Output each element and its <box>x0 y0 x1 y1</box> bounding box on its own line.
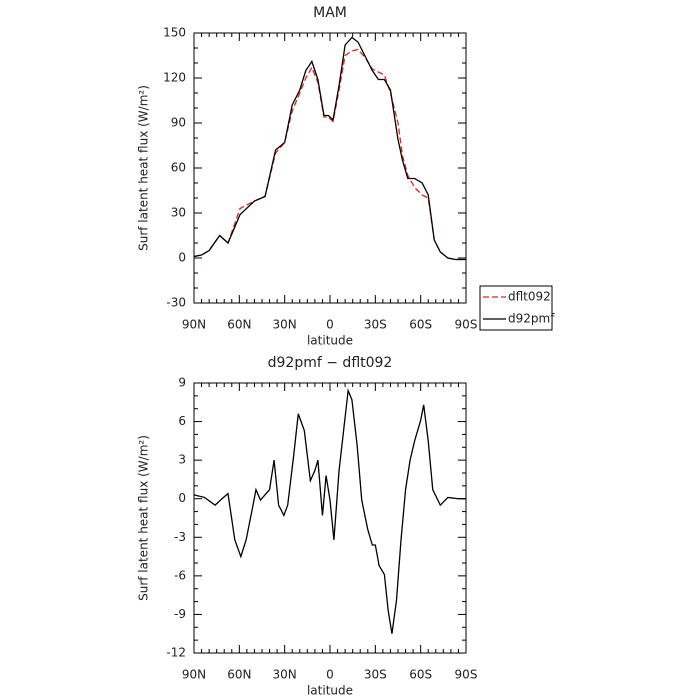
y-tick-label: 6 <box>178 414 186 428</box>
x-axis-label: latitude <box>307 684 353 698</box>
x-tick-label: 90S <box>455 668 478 682</box>
x-tick-label: 30N <box>273 668 297 682</box>
plot-frame <box>193 32 467 304</box>
x-tick-label: 0 <box>326 668 334 682</box>
y-tick-label: 150 <box>163 26 186 40</box>
x-tick-label: 60S <box>409 668 432 682</box>
plot-frame <box>193 382 467 654</box>
chart-title: d92pmf − dflt092 <box>268 355 393 371</box>
x-tick-label: 0 <box>326 318 334 332</box>
y-tick-label: -3 <box>174 530 186 544</box>
y-tick-label: 30 <box>171 206 186 220</box>
x-tick-label: 90S <box>455 318 478 332</box>
y-tick-label: -30 <box>166 296 186 310</box>
y-tick-label: 0 <box>178 251 186 265</box>
y-tick-label: -6 <box>174 568 186 582</box>
y-tick-label: 90 <box>171 116 186 130</box>
x-tick-label: 60N <box>227 318 251 332</box>
x-axis-label: latitude <box>307 334 353 348</box>
y-axis-label: Surf latent heat flux (W/m²) <box>137 85 151 251</box>
y-tick-label: 3 <box>178 453 186 467</box>
x-tick-label: 90N <box>182 318 206 332</box>
legend-label: d92pmf <box>508 312 555 326</box>
x-tick-label: 30N <box>273 318 297 332</box>
y-tick-label: 9 <box>178 376 186 390</box>
legend-label: dflt092 <box>508 290 551 304</box>
data-line <box>193 36 466 261</box>
y-axis-label: Surf latent heat flux (W/m²) <box>137 435 151 601</box>
x-tick-label: 60N <box>227 668 251 682</box>
y-tick-label: 120 <box>163 71 186 85</box>
x-tick-label: 30S <box>364 668 387 682</box>
y-tick-label: 60 <box>171 161 186 175</box>
x-tick-label: 30S <box>364 318 387 332</box>
y-tick-label: -12 <box>166 646 186 660</box>
y-tick-label: 0 <box>178 491 186 505</box>
x-tick-label: 60S <box>409 318 432 332</box>
legend-box <box>479 285 553 331</box>
data-line <box>193 388 466 634</box>
x-tick-label: 90N <box>182 668 206 682</box>
chart-title: MAM <box>313 5 347 21</box>
y-tick-label: -9 <box>174 607 186 621</box>
